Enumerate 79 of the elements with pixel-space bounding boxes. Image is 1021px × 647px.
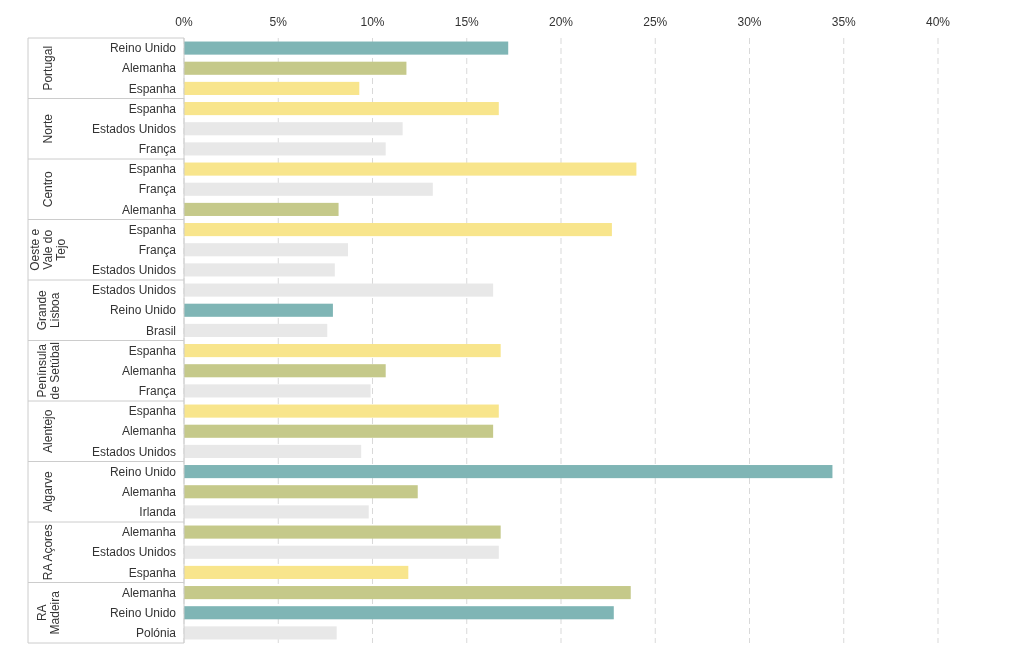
bar (184, 243, 348, 257)
y-tick-label: França (138, 182, 177, 197)
bar (184, 303, 333, 317)
text: Alentejo (41, 409, 55, 453)
y-tick-label: Estados Unidos (91, 545, 176, 560)
text: Oeste e Vale do Tejo (28, 228, 68, 271)
bar (184, 465, 833, 479)
y-tick-label: França (138, 242, 177, 257)
x-tick-label: 35% (831, 15, 857, 29)
x-tick-label: 5% (269, 15, 288, 29)
text: Norte (41, 113, 55, 144)
y-tick-label: Espanha (128, 565, 177, 580)
bar (184, 182, 433, 196)
bar (184, 61, 407, 75)
y-tick-label: Espanha (128, 81, 177, 96)
y-tick-label: Alemanha (121, 424, 177, 439)
y-tick-label: Alemanha (121, 525, 177, 540)
y-tick-label: Espanha (128, 162, 177, 177)
bar (184, 565, 409, 579)
bar (184, 323, 328, 337)
bar (184, 122, 403, 136)
y-tick-label: Espanha (128, 343, 177, 358)
text: RA Madeira (34, 590, 62, 635)
y-tick-label: Estados Unidos (91, 444, 176, 459)
bar (184, 485, 418, 499)
bar (184, 606, 614, 620)
bar (184, 344, 501, 358)
bar (184, 404, 499, 418)
bar (184, 525, 501, 539)
bar (184, 263, 335, 277)
bar (184, 202, 339, 216)
y-tick-label: Estados Unidos (91, 263, 176, 278)
text: RA Açores (41, 524, 55, 581)
text: Algarve (41, 471, 55, 513)
x-tick-label: 10% (360, 15, 385, 29)
y-tick-label: Estados Unidos (91, 283, 176, 298)
bar (184, 283, 494, 297)
y-tick-label: Espanha (128, 101, 177, 116)
y-tick-label: Estados Unidos (91, 121, 176, 136)
bar (184, 162, 637, 176)
y-tick-label: Irlanda (139, 505, 177, 520)
x-tick-label: 25% (643, 15, 668, 29)
y-tick-label: Alemanha (121, 484, 177, 499)
bar (184, 81, 360, 95)
bar (184, 505, 369, 519)
bar (184, 102, 499, 116)
bar (184, 626, 337, 640)
text: Península de Setúbal (34, 342, 62, 400)
y-tick-label: Espanha (128, 404, 177, 419)
x-tick-label: 15% (454, 15, 480, 29)
text: Portugal (41, 45, 55, 91)
y-tick-label: Reino Unido (109, 605, 177, 620)
x-tick-label: 0% (175, 15, 193, 29)
bar (184, 364, 386, 378)
x-tick-label: 40% (925, 15, 951, 29)
y-tick-label: Espanha (128, 222, 177, 237)
bar (184, 545, 499, 559)
text: Grande Lisboa (34, 289, 62, 331)
y-tick-label: Alemanha (121, 61, 177, 76)
y-tick-label: Alemanha (121, 202, 177, 217)
x-tick-label: 30% (737, 15, 762, 29)
y-tick-label: Reino Unido (109, 464, 177, 479)
y-tick-label: Alemanha (121, 585, 177, 600)
bar (184, 223, 612, 237)
bar (184, 142, 386, 156)
y-tick-label: Alemanha (121, 363, 177, 378)
y-tick-label: Polónia (135, 626, 177, 641)
y-tick-label: Reino Unido (109, 303, 177, 318)
y-tick-label: Reino Unido (109, 41, 177, 56)
bar (184, 444, 362, 458)
x-tick-label: 20% (548, 15, 574, 29)
bar (184, 41, 509, 55)
text: Centro (41, 170, 55, 208)
bar (184, 424, 494, 438)
bar (184, 384, 371, 398)
y-tick-label: França (138, 142, 177, 157)
y-tick-label: Brasil (145, 323, 176, 338)
y-tick-label: França (138, 384, 177, 399)
bar (184, 586, 631, 600)
